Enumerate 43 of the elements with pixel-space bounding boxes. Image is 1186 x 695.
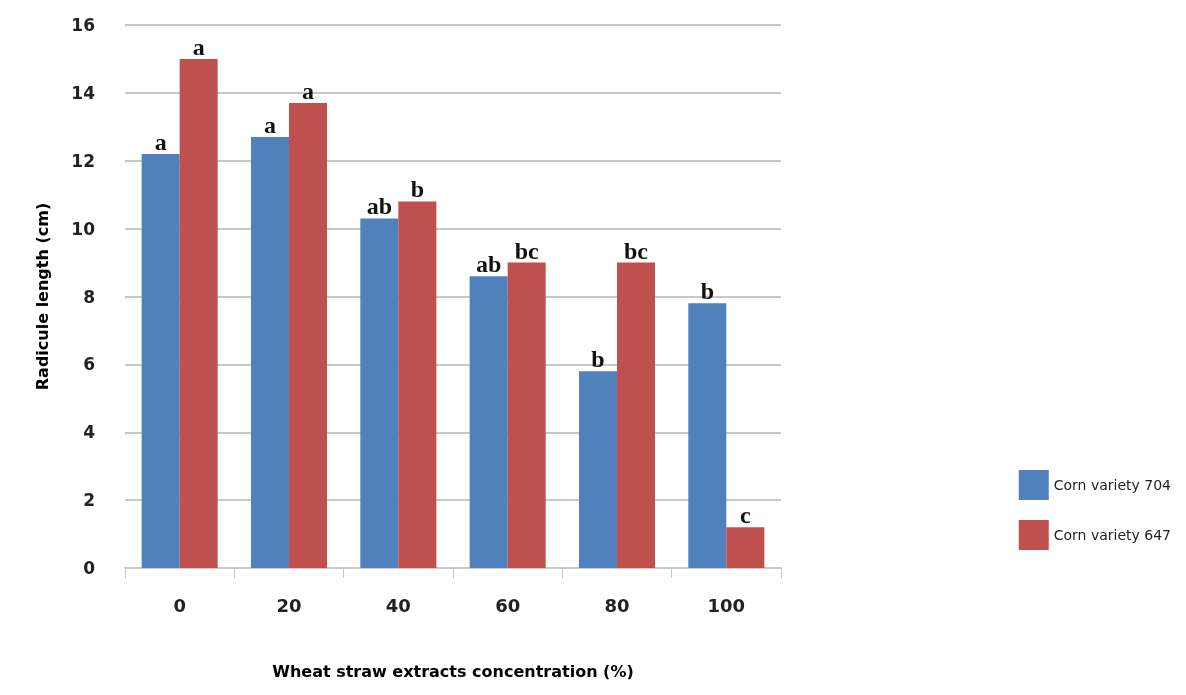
bar [579, 371, 617, 568]
y-tick-label: 4 [83, 422, 96, 443]
legend-label: Corn variety 704 [1053, 477, 1172, 493]
y-tick-label: 14 [71, 82, 96, 103]
data-label: a [154, 128, 167, 155]
x-tick-label: 80 [604, 594, 630, 616]
bar [289, 103, 327, 568]
data-label: ab [366, 193, 393, 220]
data-label: bc [514, 237, 540, 264]
y-tick-label: 12 [71, 150, 95, 171]
data-label: a [192, 33, 205, 60]
bar [469, 276, 508, 568]
x-axis-title: Wheat straw extracts concentration (%) [272, 661, 634, 681]
y-tick-label: 10 [71, 218, 96, 239]
x-tick-label: 0 [173, 594, 186, 616]
bar [617, 262, 655, 568]
data-label: b [591, 346, 605, 373]
legend-label: Corn variety 647 [1053, 527, 1172, 543]
bar [141, 153, 180, 568]
bar [398, 201, 437, 568]
y-tick-label: 2 [83, 490, 95, 511]
y-tick-label: 0 [83, 558, 96, 578]
y-tick-label: 16 [71, 15, 95, 35]
bar [726, 527, 765, 568]
bar [688, 303, 727, 568]
x-tick-label: 100 [707, 594, 746, 616]
data-label: ab [475, 251, 502, 278]
bar [251, 136, 289, 568]
x-tick-label: 60 [495, 594, 521, 616]
data-label: b [410, 176, 425, 203]
data-label: c [740, 502, 752, 529]
y-tick-label: 6 [83, 354, 95, 375]
bar [360, 218, 399, 568]
data-label: bc [624, 237, 649, 264]
x-tick-label: 40 [385, 594, 411, 616]
data-label: a [264, 111, 276, 138]
y-tick-label: 8 [83, 286, 95, 307]
y-axis-title: Radicule length (cm) [32, 202, 52, 391]
data-label: a [302, 78, 314, 105]
data-label: b [700, 278, 715, 305]
x-tick-label: 20 [276, 594, 302, 616]
bar [507, 262, 546, 568]
bar [179, 58, 218, 568]
